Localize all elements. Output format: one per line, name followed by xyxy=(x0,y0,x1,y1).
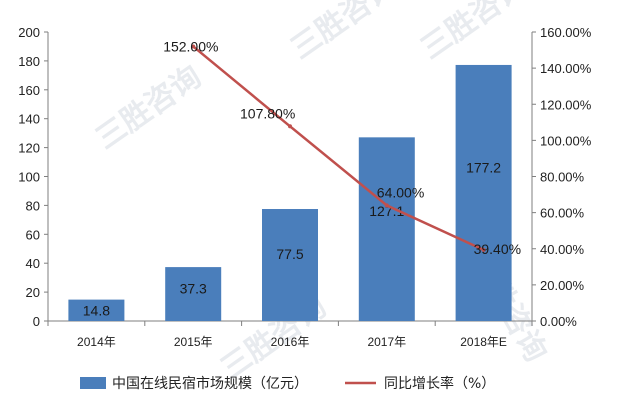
y-left-tick-label: 20 xyxy=(26,285,40,300)
x-tick-label: 2014年 xyxy=(77,335,116,349)
line-point xyxy=(288,124,292,129)
y-left-tick-label: 80 xyxy=(26,198,40,213)
y-left-tick-label: 140 xyxy=(18,112,40,127)
legend-bar-label: 中国在线民宿市场规模（亿元） xyxy=(112,375,308,392)
bar-data-label: 14.8 xyxy=(83,302,110,318)
y-left-tick-label: 60 xyxy=(26,227,40,242)
bar-data-label: 127.1 xyxy=(369,203,404,219)
line-data-label: 107.80% xyxy=(240,105,295,121)
y-right-tick-label: 140.00% xyxy=(540,61,592,76)
bar-layer: 14.8 37.3 77.5 127.1 177.2 xyxy=(68,64,512,322)
x-tick-label: 2017年 xyxy=(367,335,406,349)
line-layer: 152.00% 107.80% 64.00% 39.40% xyxy=(163,38,521,256)
watermark-text: 三胜咨询 xyxy=(90,59,208,156)
x-tick-label: 2018年E xyxy=(460,335,507,349)
y-right-tick-label: 160.00% xyxy=(540,25,592,40)
bar xyxy=(262,209,318,321)
bar-data-label: 177.2 xyxy=(466,159,501,175)
watermark-text: 三胜咨询 xyxy=(285,0,403,67)
bar xyxy=(68,299,125,321)
y-right-tick-label: 120.00% xyxy=(540,97,592,112)
y-left-tick-label: 160 xyxy=(18,83,40,98)
y-right-tick-label: 40.00% xyxy=(540,242,585,257)
y-right-tick-label: 100.00% xyxy=(540,133,592,148)
legend: 中国在线民宿市场规模（亿元） 同比增长率（%） xyxy=(80,375,495,392)
line-point xyxy=(191,44,196,49)
y-right-tick-label: 80.00% xyxy=(540,170,585,185)
x-tick-label: 2016年 xyxy=(271,335,310,349)
x-tick-label: 2015年 xyxy=(174,335,213,349)
y-right-tick-label: 20.00% xyxy=(540,278,585,293)
y-right-tick-label: 60.00% xyxy=(540,206,585,221)
line-point xyxy=(384,203,389,208)
y-left-tick-label: 0 xyxy=(33,314,40,329)
y-left-tick-label: 120 xyxy=(18,141,40,156)
legend-bar-swatch xyxy=(80,377,106,389)
bar xyxy=(358,137,415,321)
bar xyxy=(455,64,512,322)
y-right-tick-label: 0.00% xyxy=(540,314,577,329)
line-data-label: 39.40% xyxy=(474,241,521,257)
y-left-tick-label: 180 xyxy=(18,54,40,69)
y-left-tick-label: 100 xyxy=(18,170,40,185)
axis-layer: 0 20 40 60 80 100 120 140 160 180 200 0.00% 20.00% 40… xyxy=(18,25,591,349)
line-data-label: 64.00% xyxy=(377,184,424,200)
y-left-tick-label: 200 xyxy=(18,25,40,40)
bar xyxy=(165,267,222,321)
bar-data-label: 37.3 xyxy=(180,281,207,297)
bar-data-label: 77.5 xyxy=(276,246,303,262)
line-point xyxy=(481,247,486,252)
line-data-label: 152.00% xyxy=(163,38,218,54)
growth-rate-line xyxy=(192,45,485,251)
legend-line-label: 同比增长率（%） xyxy=(384,375,495,392)
y-left-tick-label: 40 xyxy=(26,256,40,271)
watermark-text: 三胜咨询 xyxy=(415,0,533,67)
